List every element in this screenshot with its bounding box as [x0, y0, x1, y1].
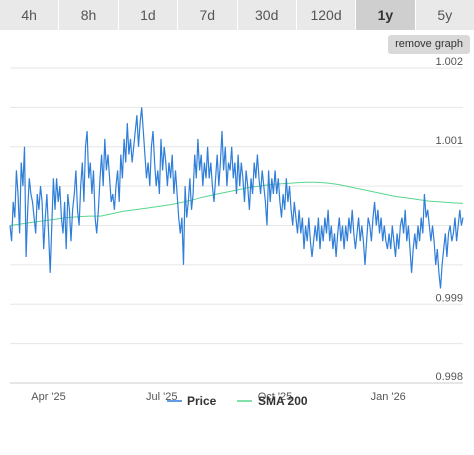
time-range-tabs: 4h 8h 1d 7d 30d 120d 1y 5y	[0, 0, 474, 30]
x-axis-ticks: Apr '25 Jul '25 Oct '25 Jan '26	[31, 391, 406, 403]
price-chart: 0.998 0.999 1.001 1.002 Apr '25 Jul '25 …	[9, 56, 464, 408]
y-tick-label: 0.998	[435, 371, 463, 383]
x-tick-label: Jan '26	[371, 391, 406, 403]
tab-1y[interactable]: 1y	[356, 0, 415, 30]
remove-graph-button[interactable]: remove graph	[388, 35, 470, 54]
tab-4h[interactable]: 4h	[0, 0, 59, 30]
tab-5y[interactable]: 5y	[415, 0, 474, 30]
legend-label-sma-200[interactable]: SMA 200	[258, 394, 308, 408]
x-tick-label: Apr '25	[31, 391, 66, 403]
tab-1d[interactable]: 1d	[118, 0, 178, 30]
y-tick-label: 0.999	[435, 292, 463, 304]
y-axis-ticks: 0.998 0.999 1.001 1.002	[435, 56, 463, 383]
x-tick-label: Jul '25	[146, 391, 177, 403]
tab-120d[interactable]: 120d	[296, 0, 356, 30]
tab-7d[interactable]: 7d	[178, 0, 237, 30]
tab-8h[interactable]: 8h	[59, 0, 118, 30]
y-tick-label: 1.001	[435, 135, 463, 147]
series-line-price	[9, 107, 464, 289]
y-tick-label: 1.002	[435, 56, 463, 68]
chart-legend: Price SMA 200	[167, 394, 308, 408]
tab-30d[interactable]: 30d	[237, 0, 296, 30]
x-tick-label: Oct '25	[258, 391, 293, 403]
legend-label-price[interactable]: Price	[187, 394, 217, 408]
grid	[10, 67, 463, 384]
